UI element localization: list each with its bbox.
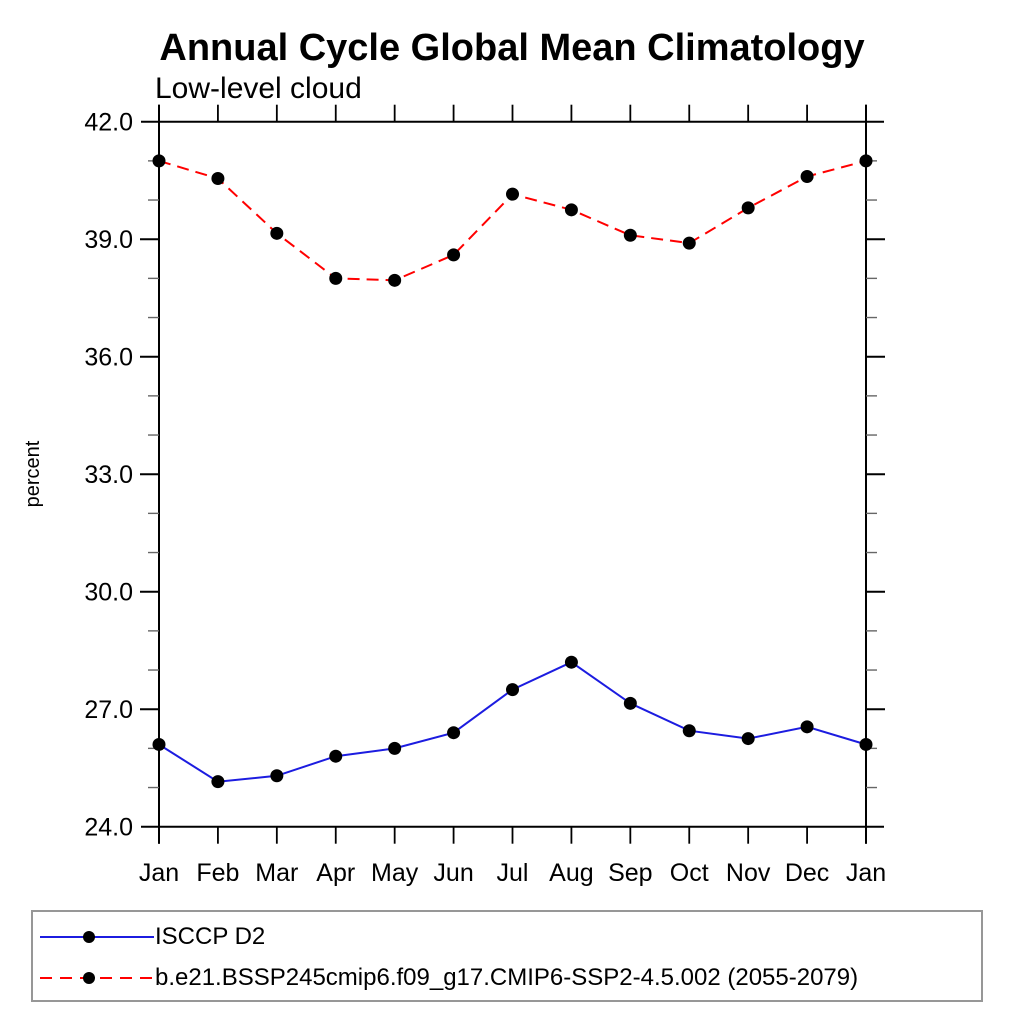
legend-line-sample-dashed [40, 972, 154, 984]
svg-text:Nov: Nov [726, 859, 771, 887]
data-point-marker [682, 724, 696, 738]
data-point-marker [682, 236, 696, 250]
data-point-marker [329, 749, 343, 763]
data-point-marker [506, 187, 519, 201]
data-point-marker [270, 769, 284, 783]
svg-text:Sep: Sep [608, 859, 652, 887]
data-point-marker [270, 226, 284, 240]
data-point-marker [211, 171, 225, 185]
data-point-marker [564, 203, 578, 217]
data-point-marker [800, 170, 814, 184]
data-point-marker [859, 154, 873, 168]
svg-text:30.0: 30.0 [84, 579, 133, 607]
data-point-marker [388, 273, 402, 287]
series-markers [152, 154, 873, 789]
svg-text:Aug: Aug [549, 859, 593, 887]
svg-text:May: May [371, 859, 419, 887]
data-point-marker [152, 737, 166, 751]
month-labels: Jan Feb Mar Apr May Jun Jul Aug Sep Oct Nov Dec Jan [139, 859, 886, 887]
svg-text:Oct: Oct [670, 859, 709, 887]
data-point-marker [800, 720, 814, 734]
chart-subtitle: Low-level cloud [155, 72, 362, 105]
svg-text:Jan: Jan [139, 859, 179, 887]
data-point-marker [506, 683, 519, 697]
svg-text:Apr: Apr [316, 859, 355, 887]
legend-item-model: b.e21.BSSP245cmip6.f09_g17.CMIP6-SSP2-4.… [40, 964, 859, 991]
data-point-marker [623, 696, 637, 710]
data-point-marker [741, 732, 755, 746]
data-point-marker [388, 741, 402, 755]
svg-text:Dec: Dec [785, 859, 829, 887]
data-point-marker [564, 655, 578, 669]
legend-line-sample-solid [40, 931, 154, 943]
x-axis-ticks [158, 104, 867, 844]
svg-text:42.0: 42.0 [84, 109, 133, 137]
data-point-marker [741, 201, 755, 215]
legend-label-model: b.e21.BSSP245cmip6.f09_g17.CMIP6-SSP2-4.… [155, 964, 859, 991]
svg-text:24.0: 24.0 [84, 814, 133, 842]
legend-item-isccp: ISCCP D2 [40, 923, 266, 950]
data-point-marker [623, 228, 637, 242]
y-tick-labels: 24.0 27.0 30.0 33.0 36.0 39.0 42.0 [84, 109, 133, 842]
svg-text:Jan: Jan [846, 859, 886, 887]
svg-text:39.0: 39.0 [84, 226, 133, 254]
series-model-line [158, 159, 867, 282]
data-point-marker [859, 737, 873, 751]
svg-text:33.0: 33.0 [84, 461, 133, 489]
y-axis-ticks [140, 160, 885, 789]
legend-box: ISCCP D2 b.e21.BSSP245cmip6.f09_g17.CMIP… [31, 910, 983, 1002]
data-point-marker [329, 271, 343, 285]
legend-label-isccp: ISCCP D2 [155, 923, 266, 950]
data-point-marker [447, 248, 461, 262]
svg-text:Feb: Feb [196, 859, 239, 887]
svg-text:Jul: Jul [497, 859, 529, 887]
series-isccp-line [158, 661, 867, 783]
data-point-marker [211, 775, 225, 789]
chart-title: Annual Cycle Global Mean Climatology [159, 27, 865, 69]
data-point-marker [447, 726, 461, 740]
data-point-marker [152, 154, 166, 168]
svg-text:36.0: 36.0 [84, 344, 133, 372]
svg-text:Mar: Mar [255, 859, 298, 887]
svg-text:27.0: 27.0 [84, 696, 133, 724]
svg-text:Jun: Jun [433, 859, 473, 887]
